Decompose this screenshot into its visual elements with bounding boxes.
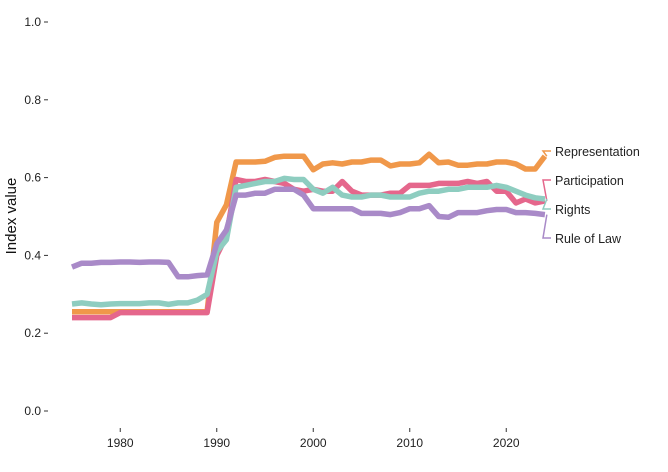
y-tick-label: 0.0 (24, 404, 41, 418)
y-tick-label: 0.6 (24, 171, 41, 185)
x-tick-label: 2010 (396, 436, 423, 450)
x-tick-label: 2020 (493, 436, 520, 450)
series-label: Rights (555, 203, 590, 217)
series-label: Participation (555, 174, 624, 188)
series-line-rights (71, 175, 546, 308)
label-leader-line (541, 198, 551, 210)
x-tick-label: 2000 (300, 436, 327, 450)
x-tick-label: 1990 (203, 436, 230, 450)
series-label: Rule of Law (555, 232, 622, 246)
series-line-representation (72, 151, 548, 315)
label-leader-line (542, 214, 551, 239)
y-tick-label: 0.4 (24, 248, 41, 262)
y-axis-title: Index value (3, 178, 20, 255)
series-lines (70, 151, 548, 321)
y-tick-label: 0.8 (24, 93, 41, 107)
y-tick-label: 0.2 (24, 326, 41, 340)
y-tick-label: 1.0 (24, 15, 41, 29)
series-label: Representation (555, 145, 640, 159)
x-axis: 1980 1990 2000 2010 2020 (107, 428, 520, 450)
series-line-participation (72, 176, 546, 321)
label-leader-line (542, 179, 551, 202)
label-leader-line (541, 150, 551, 157)
series-labels: Representation Participation Rights Rule of… (541, 145, 640, 246)
y-axis: 0.0 0.2 0.4 0.6 0.8 1.0 (24, 15, 48, 418)
x-tick-label: 1980 (107, 436, 134, 450)
series-line-rule-of-law (70, 186, 546, 280)
